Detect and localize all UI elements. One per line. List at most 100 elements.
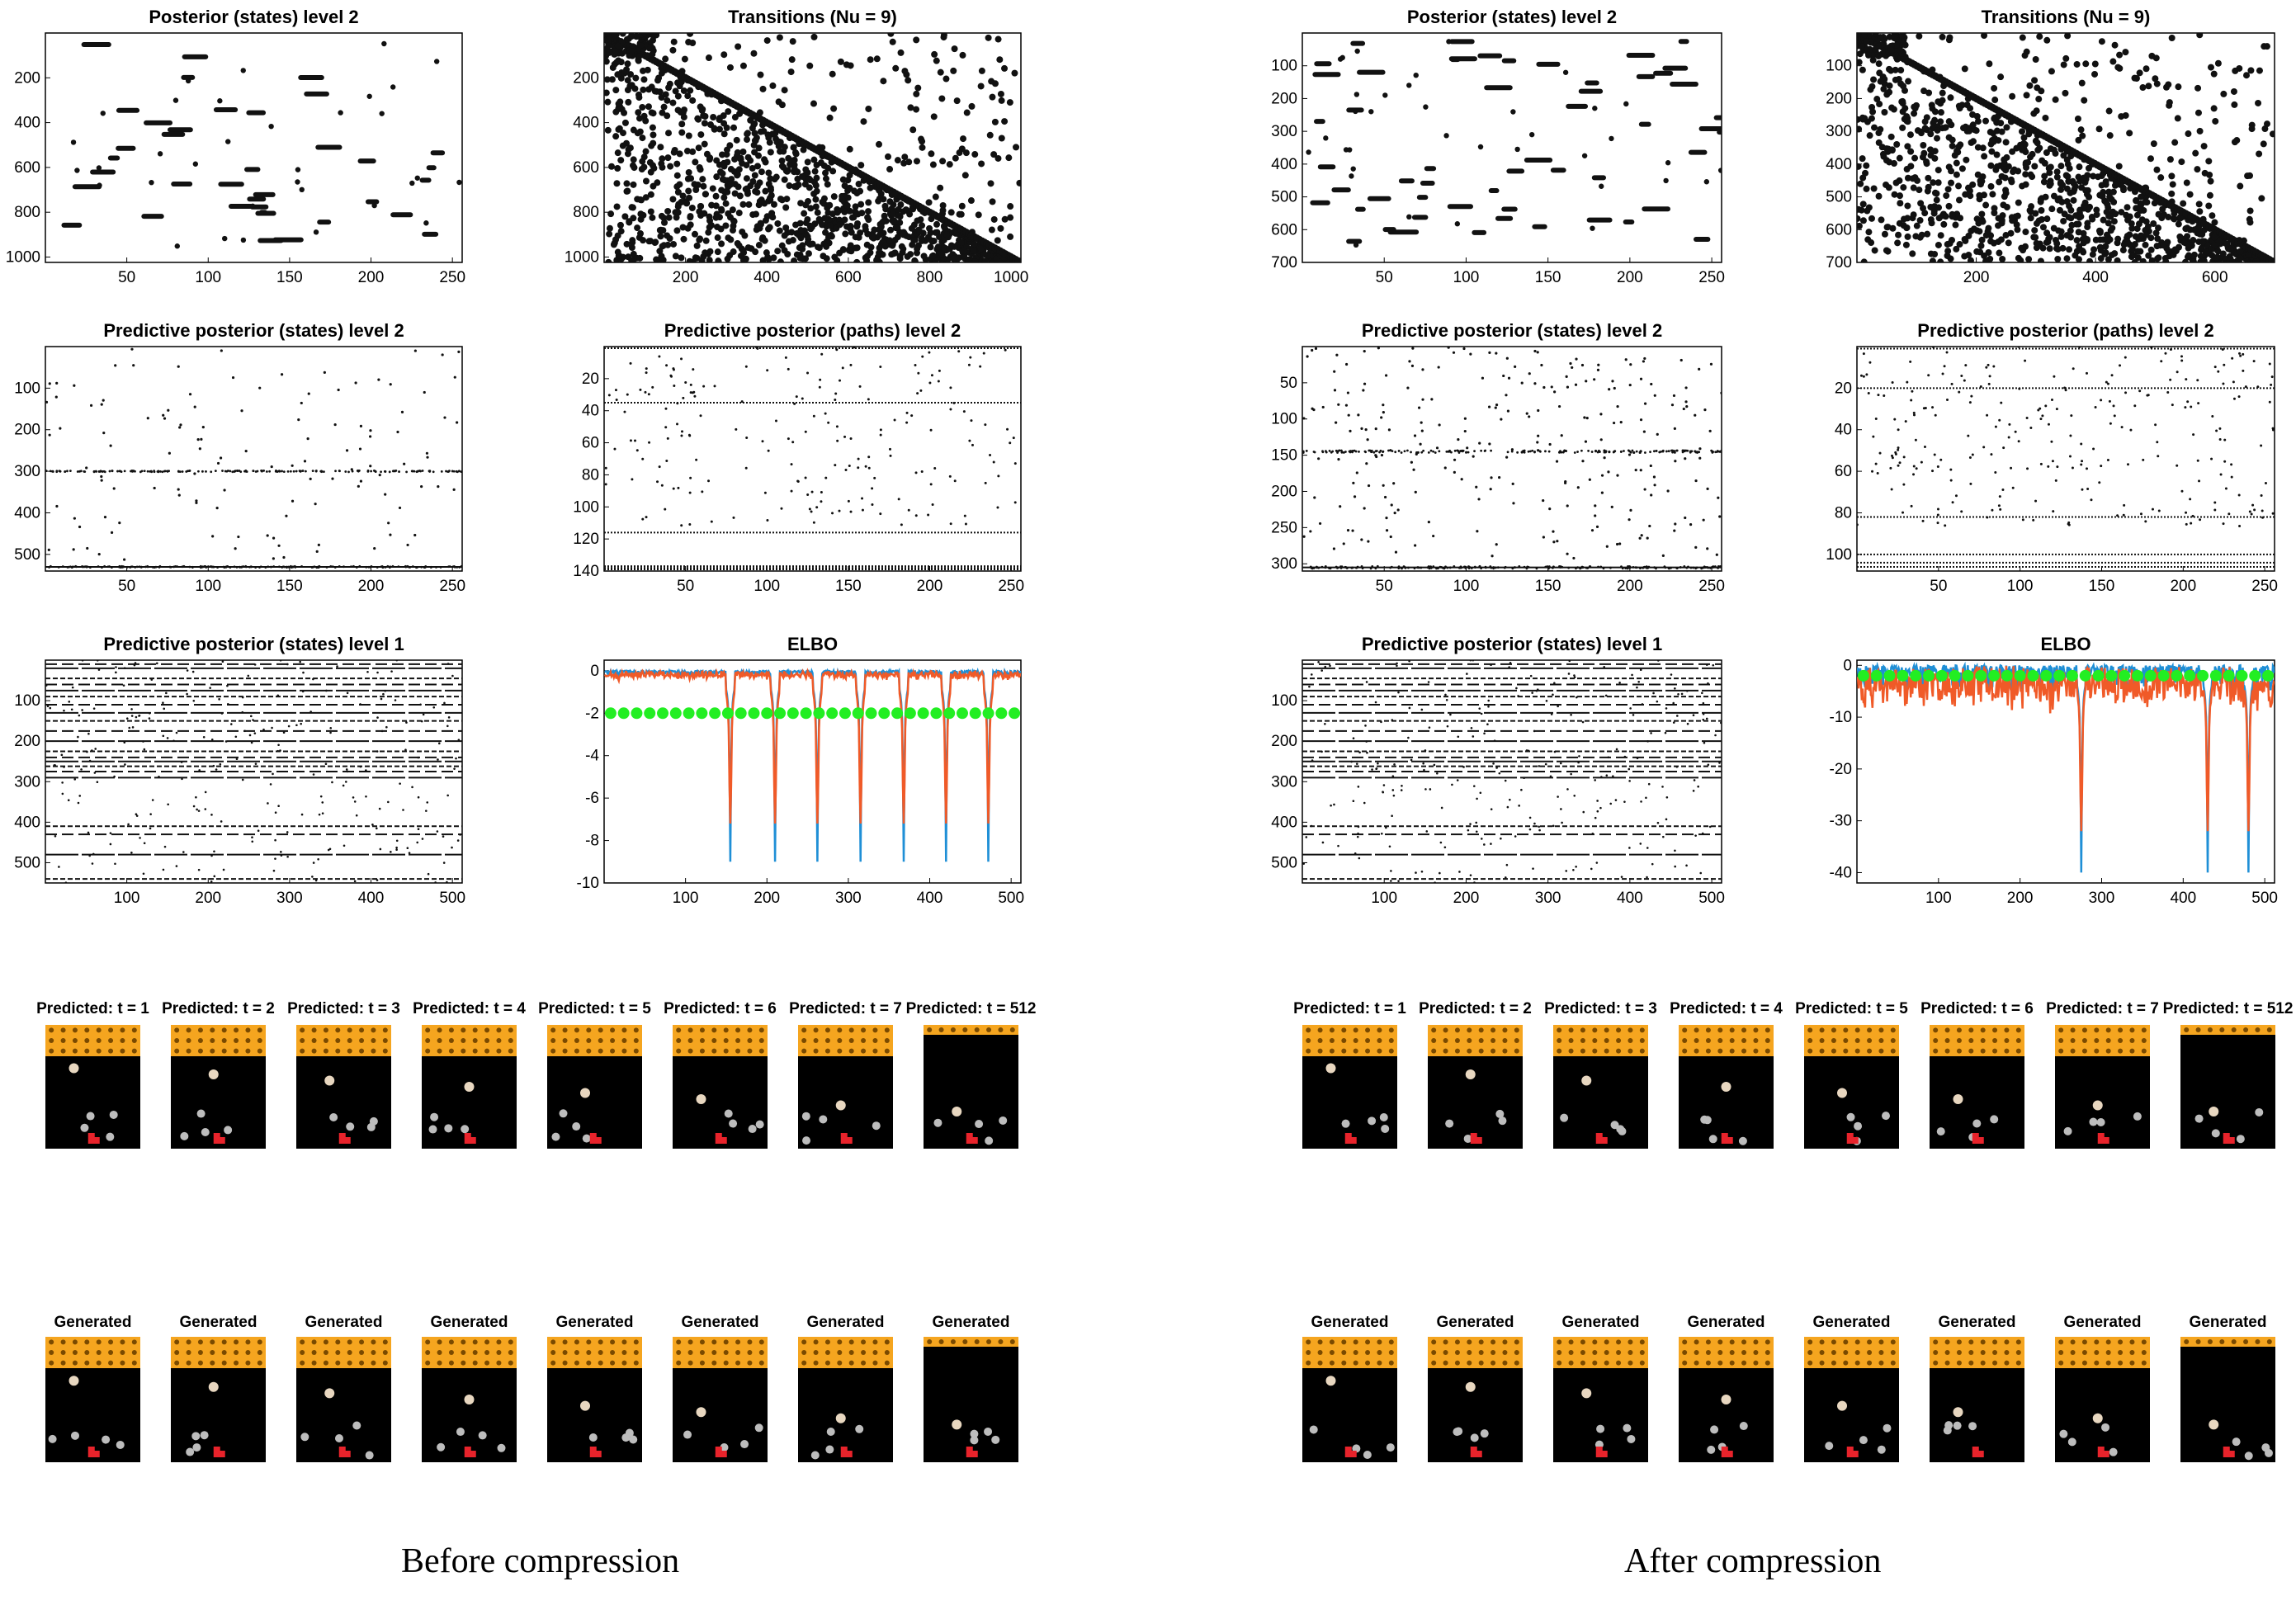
- y-tick-label: 200: [14, 69, 40, 87]
- data-point: [1476, 530, 1479, 533]
- data-point: [726, 214, 734, 221]
- data-point: [623, 139, 631, 147]
- elbo-marker-green: [865, 707, 877, 720]
- data-point: [731, 155, 739, 163]
- data-point: [373, 546, 376, 550]
- data-point: [1533, 349, 1537, 353]
- data-point: [314, 879, 318, 882]
- data-point: [437, 758, 439, 761]
- data-point: [2194, 166, 2201, 173]
- data-point: [1931, 116, 1939, 124]
- data-point: [1914, 438, 1917, 441]
- data-point: [1537, 449, 1540, 452]
- data-point: [2034, 146, 2042, 153]
- data-point: [2148, 257, 2156, 262]
- data-point: [2252, 257, 2260, 262]
- panel-title: Posterior (states) level 2: [149, 7, 358, 27]
- data-point: [656, 480, 659, 484]
- data-point: [1574, 383, 1578, 386]
- data-point: [953, 479, 957, 483]
- data-point: [167, 803, 169, 806]
- data-point: [2086, 487, 2090, 490]
- y-tick-label: 500: [1826, 189, 1852, 206]
- data-point: [837, 58, 844, 65]
- data-point: [2180, 359, 2184, 362]
- data-point: [839, 246, 847, 253]
- data-point: [660, 484, 664, 487]
- data-point: [758, 168, 765, 176]
- x-tick-label: 500: [998, 890, 1024, 907]
- data-point: [2092, 447, 2095, 451]
- data-point: [2043, 36, 2051, 44]
- data-point: [321, 812, 324, 814]
- data-point: [1867, 392, 1870, 395]
- data-point: [1600, 491, 1604, 494]
- elbo-marker-green: [800, 707, 812, 720]
- data-point: [2111, 41, 2119, 49]
- data-point: [939, 158, 947, 165]
- data-point: [1538, 450, 1542, 453]
- data-point: [806, 62, 814, 69]
- data-point: [1717, 168, 1722, 173]
- data-point: [720, 163, 728, 170]
- data-point: [615, 125, 622, 133]
- data-point: [689, 39, 697, 46]
- data-point: [913, 36, 920, 44]
- data-point: [1453, 458, 1457, 461]
- data-point: [2007, 229, 2015, 237]
- data-point: [1859, 66, 1866, 73]
- data-point: [1313, 496, 1316, 499]
- data-point: [836, 221, 843, 229]
- data-point: [1537, 408, 1540, 413]
- data-point: [70, 139, 77, 145]
- data-point: [87, 831, 90, 834]
- data-point: [929, 161, 937, 168]
- data-point: [279, 660, 282, 662]
- data-point: [640, 33, 648, 37]
- data-point: [1967, 105, 1974, 112]
- data-point: [2090, 246, 2098, 253]
- data-point: [366, 93, 372, 99]
- data-point: [376, 879, 379, 881]
- data-point: [718, 240, 725, 248]
- data-point: [790, 463, 793, 466]
- data-point: [303, 460, 307, 463]
- data-point: [792, 150, 800, 158]
- data-point: [810, 33, 818, 40]
- data-point: [2217, 370, 2220, 373]
- data-point: [347, 470, 350, 474]
- data-point: [939, 206, 947, 214]
- data-point: [617, 157, 625, 164]
- data-point: [1944, 252, 1951, 259]
- data-point: [1506, 409, 1510, 413]
- data-point: [1592, 106, 1598, 111]
- data-point: [1937, 258, 1944, 262]
- data-point: [295, 167, 301, 172]
- x-tick-label: 200: [754, 890, 780, 907]
- data-point: [2014, 212, 2021, 220]
- data-point: [961, 248, 968, 255]
- data-point: [846, 145, 853, 153]
- data-point: [54, 395, 58, 399]
- data-point: [68, 701, 71, 703]
- data-point: [1949, 210, 1956, 218]
- data-point: [2000, 401, 2003, 404]
- data-point: [826, 114, 834, 121]
- data-point: [717, 225, 725, 233]
- data-point: [2075, 136, 2082, 144]
- data-point: [1595, 525, 1599, 528]
- data-point: [1889, 466, 1892, 470]
- data-point: [1385, 529, 1389, 532]
- data-point: [2175, 83, 2182, 91]
- data-point: [645, 371, 648, 375]
- data-point: [1528, 131, 1535, 138]
- data-point: [615, 398, 618, 401]
- data-point: [116, 470, 119, 473]
- data-point: [1368, 109, 1374, 115]
- data-point: [2116, 64, 2124, 72]
- plot-frame: [45, 346, 463, 572]
- data-point: [241, 710, 244, 714]
- data-point: [130, 715, 134, 717]
- plot-frame: [603, 659, 1022, 884]
- data-point: [240, 68, 246, 73]
